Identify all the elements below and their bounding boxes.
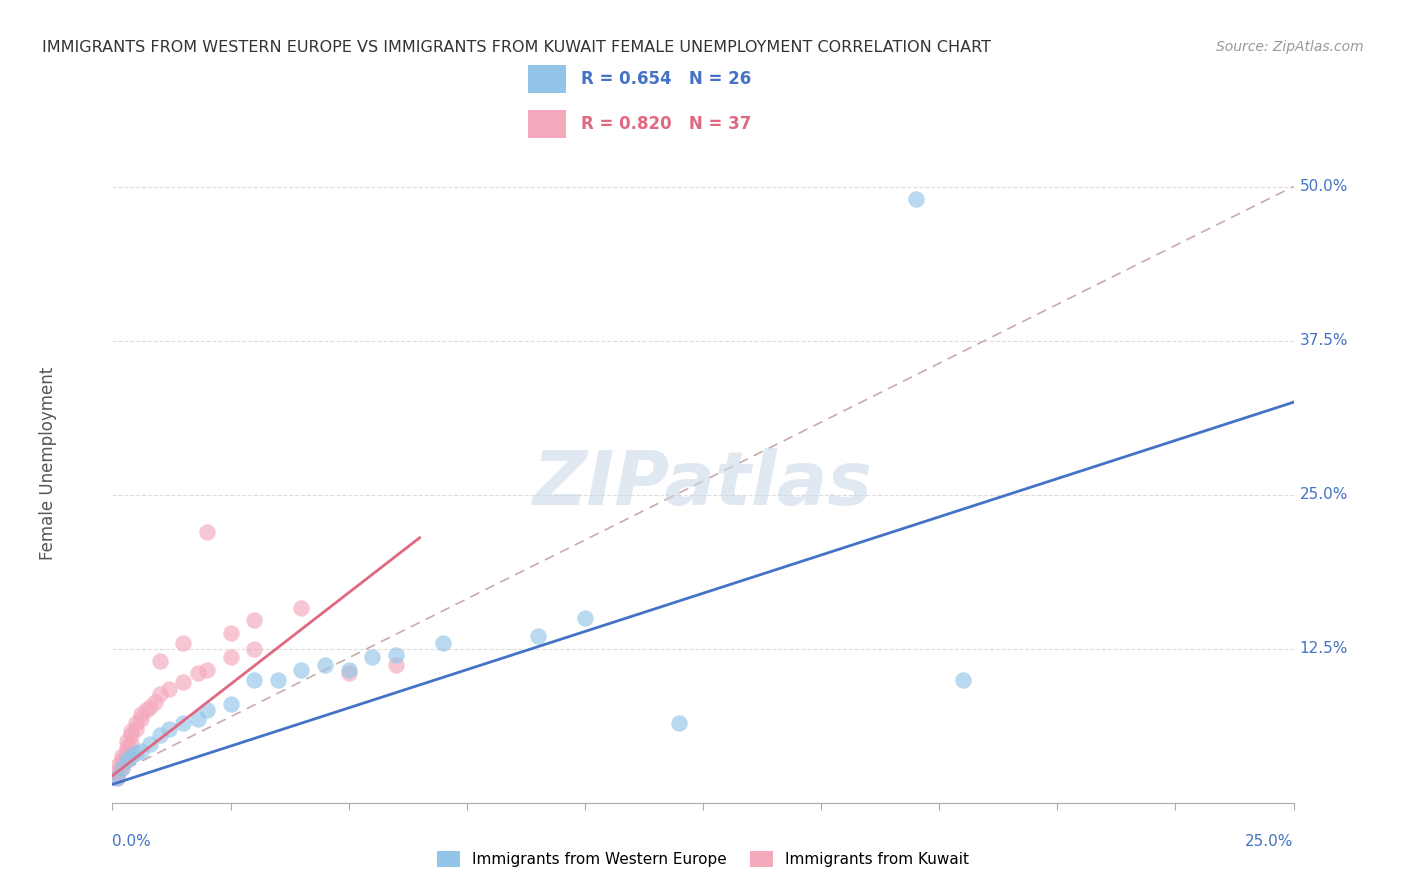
Point (195, 663, 218, 677)
Point (105, 764, 128, 779)
Point (172, 675, 194, 690)
Point (337, 666, 360, 681)
Point (195, 524, 218, 539)
Point (432, 635, 454, 649)
Point (115, 747, 138, 761)
Point (111, 753, 134, 767)
Point (105, 769, 128, 783)
Point (139, 737, 162, 751)
Point (337, 663, 360, 677)
Point (135, 703, 157, 717)
Point (361, 650, 384, 665)
Point (143, 695, 166, 709)
Text: 12.5%: 12.5% (1299, 641, 1348, 657)
Text: ZIPatlas: ZIPatlas (533, 448, 873, 521)
Text: 25.0%: 25.0% (1299, 487, 1348, 502)
Point (219, 625, 242, 640)
Point (115, 740, 138, 755)
Point (149, 654, 172, 668)
FancyBboxPatch shape (529, 65, 567, 93)
Text: 50.0%: 50.0% (1299, 179, 1348, 194)
Point (668, 715, 690, 730)
Point (904, 192, 927, 206)
Point (115, 744, 138, 758)
Point (120, 728, 142, 742)
Point (111, 756, 134, 771)
Legend: Immigrants from Western Europe, Immigrants from Kuwait: Immigrants from Western Europe, Immigran… (430, 845, 976, 873)
Point (267, 673, 290, 687)
Point (125, 747, 148, 761)
Text: 37.5%: 37.5% (1299, 333, 1348, 348)
Point (385, 648, 408, 662)
Point (149, 728, 172, 742)
Text: R = 0.654   N = 26: R = 0.654 N = 26 (581, 70, 751, 87)
Text: R = 0.820   N = 37: R = 0.820 N = 37 (581, 115, 751, 133)
Point (526, 629, 548, 643)
Text: 25.0%: 25.0% (1246, 834, 1294, 849)
Point (172, 635, 194, 649)
Point (157, 722, 180, 736)
Point (111, 761, 134, 775)
Point (186, 712, 208, 726)
Point (149, 687, 172, 701)
FancyBboxPatch shape (529, 110, 567, 138)
Text: Female Unemployment: Female Unemployment (38, 368, 56, 560)
Point (172, 715, 194, 730)
Point (125, 715, 148, 730)
Point (219, 650, 242, 665)
Point (219, 697, 242, 711)
Point (290, 663, 312, 677)
Text: 0.0%: 0.0% (112, 834, 152, 849)
Point (120, 724, 142, 739)
Point (129, 712, 152, 726)
Point (195, 703, 218, 717)
Point (952, 673, 974, 687)
Point (385, 657, 408, 672)
Point (129, 707, 152, 722)
Text: Source: ZipAtlas.com: Source: ZipAtlas.com (1216, 40, 1364, 54)
Point (186, 666, 208, 681)
Point (115, 734, 138, 748)
Point (574, 611, 596, 625)
Text: IMMIGRANTS FROM WESTERN EUROPE VS IMMIGRANTS FROM KUWAIT FEMALE UNEMPLOYMENT COR: IMMIGRANTS FROM WESTERN EUROPE VS IMMIGR… (42, 40, 991, 55)
Point (105, 759, 128, 773)
Point (115, 753, 138, 767)
Point (120, 737, 142, 751)
Point (139, 699, 162, 714)
Point (111, 748, 134, 763)
Point (105, 771, 128, 785)
Point (129, 744, 152, 758)
Point (125, 722, 148, 736)
Point (111, 761, 134, 775)
Point (243, 613, 266, 627)
Point (120, 748, 142, 763)
Point (105, 771, 128, 785)
Point (243, 641, 266, 656)
Point (314, 657, 336, 672)
Point (290, 601, 312, 615)
Point (157, 682, 180, 697)
Point (243, 673, 266, 687)
